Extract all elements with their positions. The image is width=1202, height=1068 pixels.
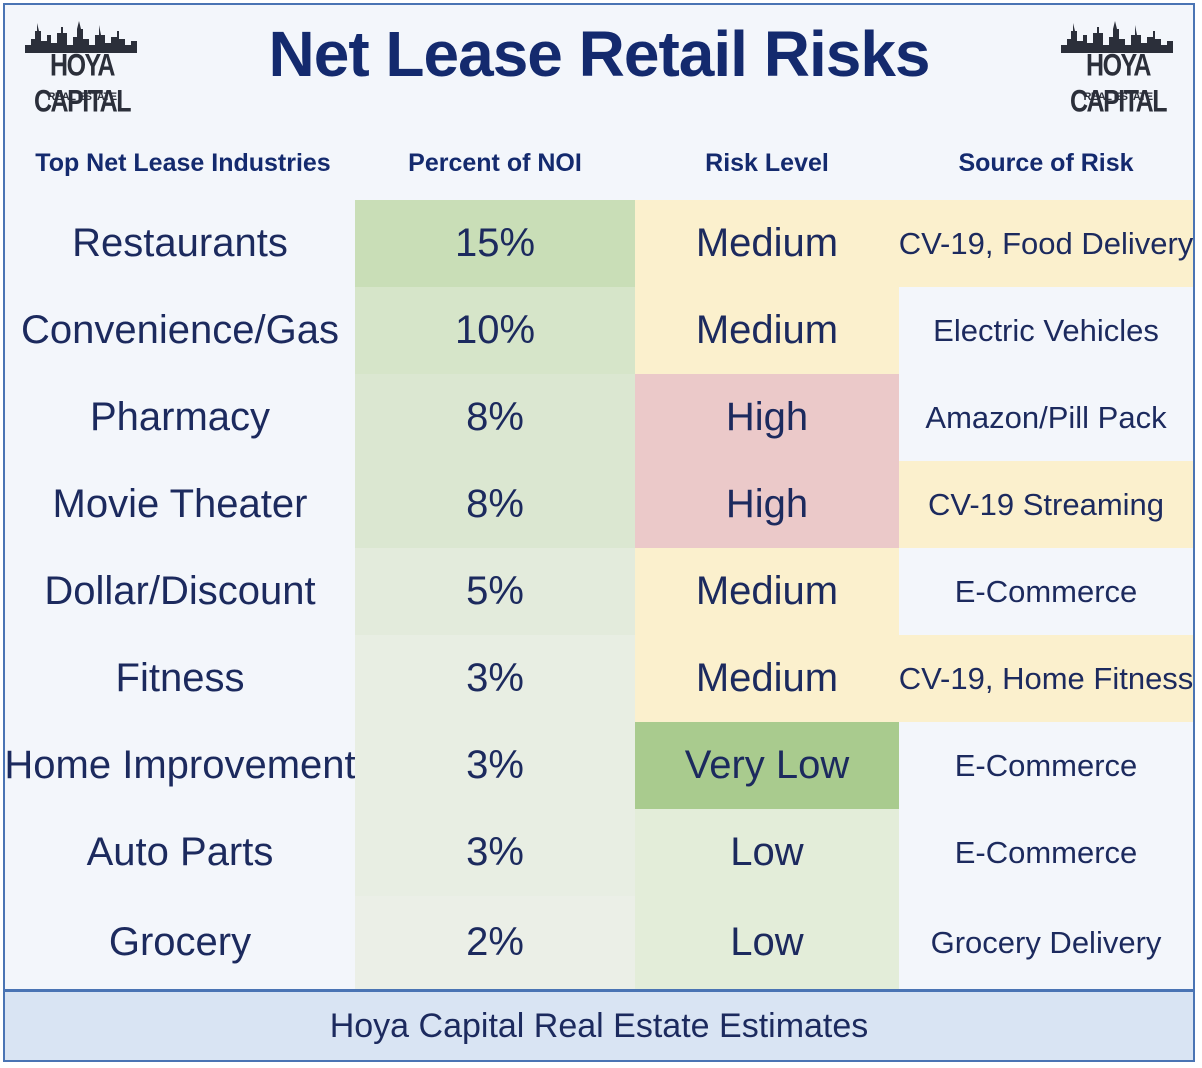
industry-cell: Convenience/Gas xyxy=(5,287,355,374)
risk-level-cell: Low xyxy=(635,809,899,896)
table-row: Home Improvement 3% Very Low E-Commerce xyxy=(5,722,1193,809)
risk-level-cell: Very Low xyxy=(635,722,899,809)
risk-level-cell: High xyxy=(635,461,899,548)
risk-level-cell: Medium xyxy=(635,287,899,374)
risk-source-cell: Amazon/Pill Pack xyxy=(899,374,1193,461)
table-row: Movie Theater 8% High CV-19 Streaming xyxy=(5,461,1193,548)
logo-subtitle: REAL ESTATE xyxy=(47,91,117,103)
percent-cell: 3% xyxy=(355,809,635,896)
column-header-source: Source of Risk xyxy=(958,149,1134,177)
table-row: Dollar/Discount 5% Medium E-Commerce xyxy=(5,548,1193,635)
table-row: Pharmacy 8% High Amazon/Pill Pack xyxy=(5,374,1193,461)
table-row: Convenience/Gas 10% Medium Electric Vehicle… xyxy=(5,287,1193,374)
industry-cell: Dollar/Discount xyxy=(5,548,355,635)
percent-cell: 3% xyxy=(355,722,635,809)
percent-cell: 8% xyxy=(355,374,635,461)
industry-cell: Movie Theater xyxy=(5,461,355,548)
hoya-capital-logo: HOYA CAPITAL REAL ESTATE xyxy=(1053,19,1183,119)
skyline-icon xyxy=(25,21,137,53)
risk-source-cell: E-Commerce xyxy=(899,809,1193,896)
risk-source-cell: CV-19 Streaming xyxy=(899,461,1193,548)
hoya-capital-logo: HOYA CAPITAL REAL ESTATE xyxy=(17,19,147,119)
risk-source-cell: Electric Vehicles xyxy=(899,287,1193,374)
logo-name: HOYA CAPITAL xyxy=(1070,47,1167,119)
page-title: Net Lease Retail Risks xyxy=(268,18,931,90)
industry-cell: Fitness xyxy=(5,635,355,722)
table-row: Fitness 3% Medium CV-19, Home Fitness xyxy=(5,635,1193,722)
risk-source-cell: E-Commerce xyxy=(899,722,1193,809)
risk-source-cell: E-Commerce xyxy=(899,548,1193,635)
percent-cell: 5% xyxy=(355,548,635,635)
column-header-risk: Risk Level xyxy=(705,149,829,177)
percent-cell: 15% xyxy=(355,200,635,287)
risk-level-cell: Medium xyxy=(635,548,899,635)
risk-source-cell: CV-19, Food Delivery xyxy=(899,200,1193,287)
risk-level-cell: Medium xyxy=(635,635,899,722)
percent-cell: 8% xyxy=(355,461,635,548)
risk-level-cell: High xyxy=(635,374,899,461)
logo-subtitle: REAL ESTATE xyxy=(1083,91,1153,103)
skyline-icon xyxy=(1061,21,1173,53)
risk-source-cell: Grocery Delivery xyxy=(899,896,1193,989)
industry-cell: Auto Parts xyxy=(5,809,355,896)
risk-level-cell: Low xyxy=(635,896,899,989)
industry-cell: Pharmacy xyxy=(5,374,355,461)
table-row: Auto Parts 3% Low E-Commerce xyxy=(5,809,1193,896)
logo-name: HOYA CAPITAL xyxy=(34,47,131,119)
column-header-percent: Percent of NOI xyxy=(408,149,582,177)
table-frame: HOYA CAPITAL REAL ESTATE Net Lease Retai… xyxy=(3,3,1195,1062)
table-header: HOYA CAPITAL REAL ESTATE Net Lease Retai… xyxy=(5,5,1193,203)
percent-cell: 10% xyxy=(355,287,635,374)
industry-cell: Restaurants xyxy=(5,200,355,287)
percent-cell: 3% xyxy=(355,635,635,722)
table-row: Grocery 2% Low Grocery Delivery xyxy=(5,896,1193,989)
source-footer: Hoya Capital Real Estate Estimates xyxy=(5,989,1193,1060)
percent-cell: 2% xyxy=(355,896,635,989)
industry-cell: Home Improvement xyxy=(5,722,356,809)
risk-source-cell: CV-19, Home Fitness xyxy=(899,635,1193,722)
risk-level-cell: Medium xyxy=(635,200,899,287)
industry-cell: Grocery xyxy=(5,896,355,989)
column-header-industry: Top Net Lease Industries xyxy=(35,149,331,177)
table-row: Restaurants 15% Medium CV-19, Food Delivery xyxy=(5,200,1193,287)
